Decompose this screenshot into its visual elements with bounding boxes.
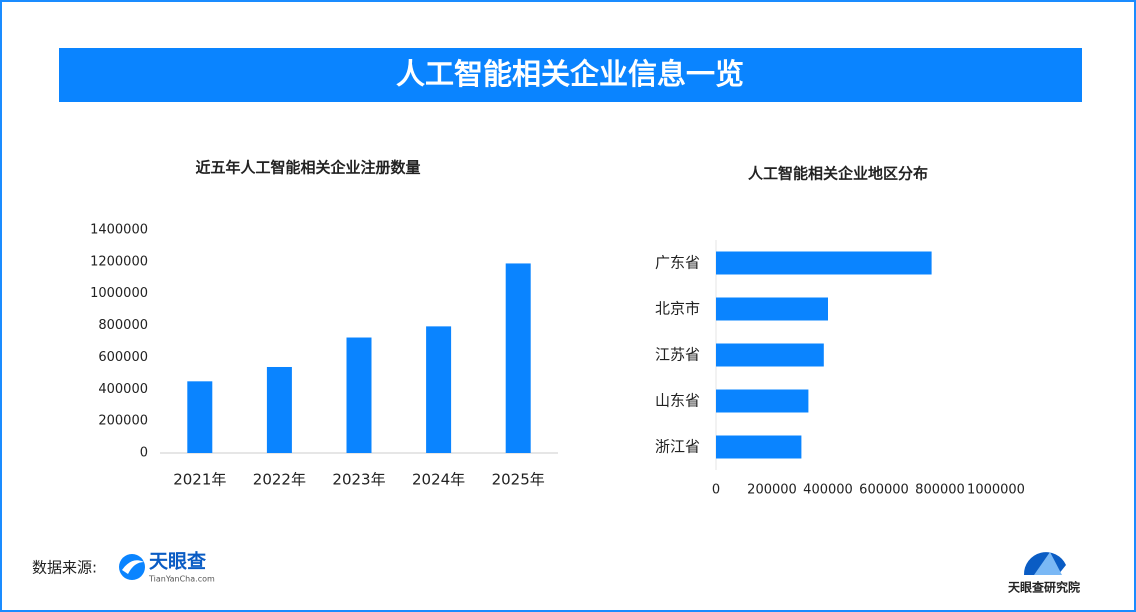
bar bbox=[266, 366, 292, 453]
x-tick-label: 2021年 bbox=[173, 471, 226, 489]
x-tick-label: 800000 bbox=[915, 483, 965, 498]
brand-text: 天眼查研究院 bbox=[1008, 580, 1080, 595]
bar bbox=[187, 381, 213, 453]
bar bbox=[426, 326, 452, 453]
x-tick-label: 1000000 bbox=[967, 483, 1025, 498]
y-tick-label: 400000 bbox=[98, 382, 148, 397]
y-tick-label: 江苏省 bbox=[655, 346, 700, 364]
bar bbox=[716, 343, 824, 367]
bar bbox=[505, 263, 531, 453]
y-tick-label: 1400000 bbox=[90, 223, 148, 238]
x-tick-label: 2024年 bbox=[412, 471, 465, 489]
y-tick-label: 800000 bbox=[98, 318, 148, 333]
y-tick-label: 北京市 bbox=[655, 300, 700, 318]
bar bbox=[346, 337, 372, 453]
x-tick-label: 400000 bbox=[803, 483, 853, 498]
source-label: 数据来源: bbox=[32, 559, 97, 577]
header-title: 人工智能相关企业信息一览 bbox=[396, 57, 744, 91]
y-tick-label: 0 bbox=[140, 446, 148, 461]
y-tick-label: 1200000 bbox=[90, 254, 148, 269]
x-tick-label: 200000 bbox=[747, 483, 797, 498]
y-tick-label: 山东省 bbox=[655, 392, 700, 410]
y-tick-label: 1000000 bbox=[90, 286, 148, 301]
chart-title: 人工智能相关企业地区分布 bbox=[748, 165, 928, 183]
bar bbox=[716, 297, 828, 321]
bar bbox=[716, 389, 809, 413]
chart-title: 近五年人工智能相关企业注册数量 bbox=[195, 159, 420, 177]
y-tick-label: 广东省 bbox=[655, 254, 700, 272]
logo-swoosh bbox=[122, 560, 144, 574]
bar bbox=[716, 435, 802, 459]
header-band bbox=[59, 48, 1082, 102]
bar bbox=[716, 251, 932, 275]
x-tick-label: 0 bbox=[712, 483, 720, 498]
brand-icon-inner bbox=[1034, 552, 1062, 575]
y-tick-label: 600000 bbox=[98, 350, 148, 365]
logo-text: 天眼查 bbox=[149, 550, 207, 573]
x-tick-label: 2025年 bbox=[492, 471, 545, 489]
logo-sub: TianYanCha.com bbox=[148, 575, 215, 584]
x-tick-label: 2023年 bbox=[332, 471, 385, 489]
x-tick-label: 2022年 bbox=[253, 471, 306, 489]
x-tick-label: 600000 bbox=[859, 483, 909, 498]
y-tick-label: 浙江省 bbox=[655, 438, 700, 456]
y-tick-label: 200000 bbox=[98, 414, 148, 429]
